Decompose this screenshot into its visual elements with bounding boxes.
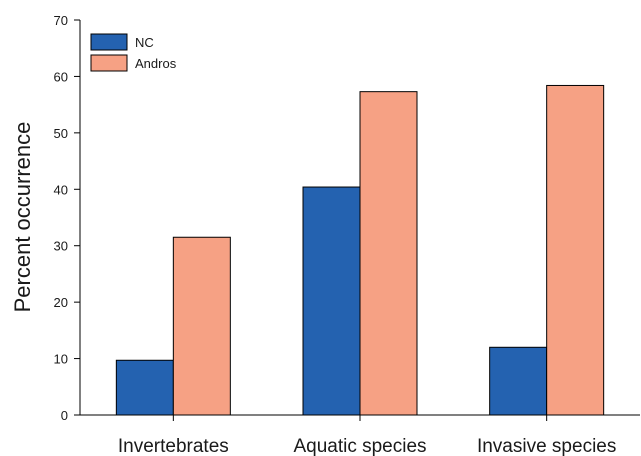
bar-nc	[302, 186, 361, 416]
legend-swatch-andros	[90, 54, 128, 72]
legend-label: Andros	[135, 56, 177, 71]
legend-label: NC	[135, 35, 154, 50]
y-tick-label: 20	[54, 295, 68, 310]
y-tick-label: 70	[54, 13, 68, 28]
y-tick-label: 40	[54, 182, 68, 197]
bar-andros	[359, 91, 418, 416]
x-category-label: Invasive species	[477, 436, 616, 456]
x-category-label: Aquatic species	[293, 436, 426, 456]
legend: NC Andros	[90, 33, 177, 72]
bar-nc	[489, 346, 548, 416]
y-tick-label: 60	[54, 69, 68, 84]
plot-area: 0 10 20 30 40 50 60 70 Invertebrates Aquatic spec…	[54, 13, 640, 456]
y-axis-label: Percent occurrence	[10, 122, 35, 313]
bar-nc	[115, 359, 174, 416]
bar-andros	[546, 84, 605, 416]
y-tick-label: 30	[54, 239, 68, 254]
y-tick-label: 10	[54, 352, 68, 367]
x-category-label: Invertebrates	[118, 436, 229, 456]
bar-andros	[172, 236, 231, 416]
legend-swatch-nc	[90, 33, 128, 51]
y-tick-label: 50	[54, 126, 68, 141]
y-tick-label: 0	[61, 408, 68, 423]
